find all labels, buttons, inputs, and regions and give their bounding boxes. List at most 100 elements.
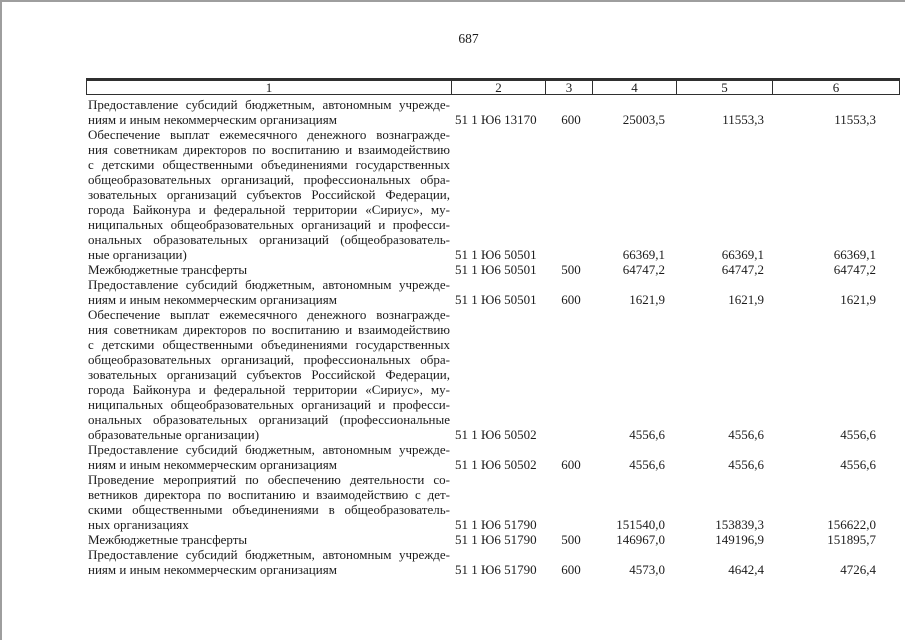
table-body: Предоставление субсидий бюджетным, автон… — [86, 95, 900, 577]
row-description: Предоставление субсидий бюджетным, автон… — [86, 277, 452, 307]
row-description-line: ветников директора по воспитанию и взаим… — [88, 487, 450, 502]
row-amount-3: 151895,7 — [827, 532, 876, 547]
row-description: Предоставление субсидий бюджетным, автон… — [86, 97, 452, 127]
row-expense-type-code: 600 — [561, 112, 581, 127]
table-row: Предоставление субсидий бюджетным, автон… — [86, 547, 900, 577]
row-description-line: общеобразовательных организаций, професс… — [88, 352, 450, 367]
row-budget-code: 51 1 Ю6 13170 — [455, 112, 537, 127]
row-amount-1: 1621,9 — [629, 292, 665, 307]
row-description-line: скими общественными объединениями в обще… — [88, 502, 450, 517]
row-description-line: общеобразовательных организаций, професс… — [88, 172, 450, 187]
budget-table: 1 2 3 4 5 6 Предоставление субсидий бюдж… — [86, 78, 900, 577]
row-description-line: ниципальных общеобразовательных организа… — [88, 397, 450, 412]
row-description-line: ниям и иным некоммерческим организациям — [88, 457, 337, 472]
row-description-line: Предоставление субсидий бюджетным, автон… — [88, 277, 450, 292]
row-amount-3: 4556,6 — [840, 457, 876, 472]
row-amount-2: 4556,6 — [728, 457, 764, 472]
row-description-line: зовательных организаций субъектов Россий… — [88, 187, 450, 202]
table-row: Обеспечение выплат ежемесячного денежног… — [86, 307, 900, 442]
row-description-line: Обеспечение выплат ежемесячного денежног… — [88, 127, 450, 142]
row-amount-3: 4556,6 — [840, 427, 876, 442]
row-amount-2: 66369,1 — [721, 247, 764, 262]
row-amount-1: 66369,1 — [622, 247, 665, 262]
row-description-line: ные организации) — [88, 247, 187, 262]
row-description-line: с детскими общественными объединениями г… — [88, 157, 450, 172]
row-description: Проведение мероприятий по обеспечению де… — [86, 472, 452, 532]
header-cell-3: 3 — [545, 81, 592, 94]
table-row: Предоставление субсидий бюджетным, автон… — [86, 442, 900, 472]
row-expense-type-code: 500 — [561, 532, 581, 547]
row-description-line: Предоставление субсидий бюджетным, автон… — [88, 97, 450, 112]
row-amount-3: 156622,0 — [827, 517, 876, 532]
table-row: Межбюджетные трансферты 51 1 Ю6 51790 500 1… — [86, 532, 900, 547]
header-cell-1: 1 — [265, 80, 273, 95]
row-budget-code: 51 1 Ю6 50501 — [455, 262, 537, 277]
row-budget-code: 51 1 Ю6 51790 — [455, 517, 537, 532]
row-budget-code: 51 1 Ю6 50501 — [455, 247, 537, 262]
row-description-line: ниципальных общеобразовательных организа… — [88, 217, 450, 232]
row-expense-type-code: 600 — [561, 457, 581, 472]
row-amount-2: 64747,2 — [721, 262, 764, 277]
row-description-line: зовательных организаций субъектов Россий… — [88, 367, 450, 382]
row-description-line: ниям и иным некоммерческим организациям — [88, 292, 337, 307]
row-description: Межбюджетные трансферты — [86, 532, 452, 547]
row-description-line: ных организациях — [88, 517, 189, 532]
row-expense-type-code: 500 — [561, 262, 581, 277]
table-header-row: 1 2 3 4 5 6 — [86, 78, 900, 95]
row-description-line: Обеспечение выплат ежемесячного денежног… — [88, 307, 450, 322]
row-description-line: ниям и иным некоммерческим организациям — [88, 112, 337, 127]
page-number: 687 — [458, 31, 479, 46]
row-description-line: Межбюджетные трансферты — [88, 262, 248, 277]
row-amount-1: 4573,0 — [629, 562, 665, 577]
row-description: Предоставление субсидий бюджетным, автон… — [86, 547, 452, 577]
row-amount-2: 153839,3 — [715, 517, 764, 532]
row-amount-2: 149196,9 — [715, 532, 764, 547]
row-expense-type-code: 600 — [561, 292, 581, 307]
row-amount-1: 25003,5 — [622, 112, 665, 127]
header-cell-5: 5 — [676, 81, 772, 94]
header-cell-6: 6 — [772, 81, 899, 94]
row-description-line: ниям и иным некоммерческим организациям — [88, 562, 337, 577]
row-description-line: города Байконура и федеральной территори… — [88, 382, 450, 397]
table-row: Предоставление субсидий бюджетным, автон… — [86, 277, 900, 307]
row-amount-3: 4726,4 — [840, 562, 876, 577]
table-row: Обеспечение выплат ежемесячного денежног… — [86, 127, 900, 262]
row-description-line: ния советникам директоров по воспитанию … — [88, 322, 450, 337]
row-amount-1: 64747,2 — [622, 262, 665, 277]
row-description-line: Предоставление субсидий бюджетным, автон… — [88, 442, 450, 457]
row-description-line: города Байконура и федеральной территори… — [88, 202, 450, 217]
row-amount-3: 1621,9 — [840, 292, 876, 307]
row-description: Предоставление субсидий бюджетным, автон… — [86, 442, 452, 472]
row-budget-code: 51 1 Ю6 50502 — [455, 457, 537, 472]
table-row: Проведение мероприятий по обеспечению де… — [86, 472, 900, 532]
row-expense-type-code: 600 — [561, 562, 581, 577]
row-description: Обеспечение выплат ежемесячного денежног… — [86, 127, 452, 262]
row-description-line: Предоставление субсидий бюджетным, автон… — [88, 547, 450, 562]
row-description-line: с детскими общественными объединениями г… — [88, 337, 450, 352]
row-budget-code: 51 1 Ю6 50501 — [455, 292, 537, 307]
row-amount-1: 4556,6 — [629, 457, 665, 472]
row-budget-code: 51 1 Ю6 51790 — [455, 532, 537, 547]
table-row: Предоставление субсидий бюджетным, автон… — [86, 97, 900, 127]
row-description-line: ональных образовательных организаций (пр… — [88, 412, 450, 427]
row-budget-code: 51 1 Ю6 50502 — [455, 427, 537, 442]
header-cell-2: 2 — [451, 81, 545, 94]
row-description-line: ния советникам директоров по воспитанию … — [88, 142, 450, 157]
row-amount-3: 11553,3 — [834, 112, 876, 127]
row-amount-2: 4642,4 — [728, 562, 764, 577]
row-amount-2: 11553,3 — [722, 112, 764, 127]
table-row: Межбюджетные трансферты 51 1 Ю6 50501 500 6… — [86, 262, 900, 277]
row-description-line: Проведение мероприятий по обеспечению де… — [88, 472, 450, 487]
header-cell-4: 4 — [592, 81, 676, 94]
row-description-line: образовательные организации) — [88, 427, 260, 442]
row-description: Межбюджетные трансферты — [86, 262, 452, 277]
row-description-line: ональных образовательных организаций (об… — [88, 232, 450, 247]
row-amount-1: 146967,0 — [616, 532, 665, 547]
row-amount-2: 1621,9 — [728, 292, 764, 307]
row-amount-1: 151540,0 — [616, 517, 665, 532]
row-amount-2: 4556,6 — [728, 427, 764, 442]
row-description: Обеспечение выплат ежемесячного денежног… — [86, 307, 452, 442]
row-description-line: Межбюджетные трансферты — [88, 532, 248, 547]
row-amount-3: 66369,1 — [833, 247, 876, 262]
